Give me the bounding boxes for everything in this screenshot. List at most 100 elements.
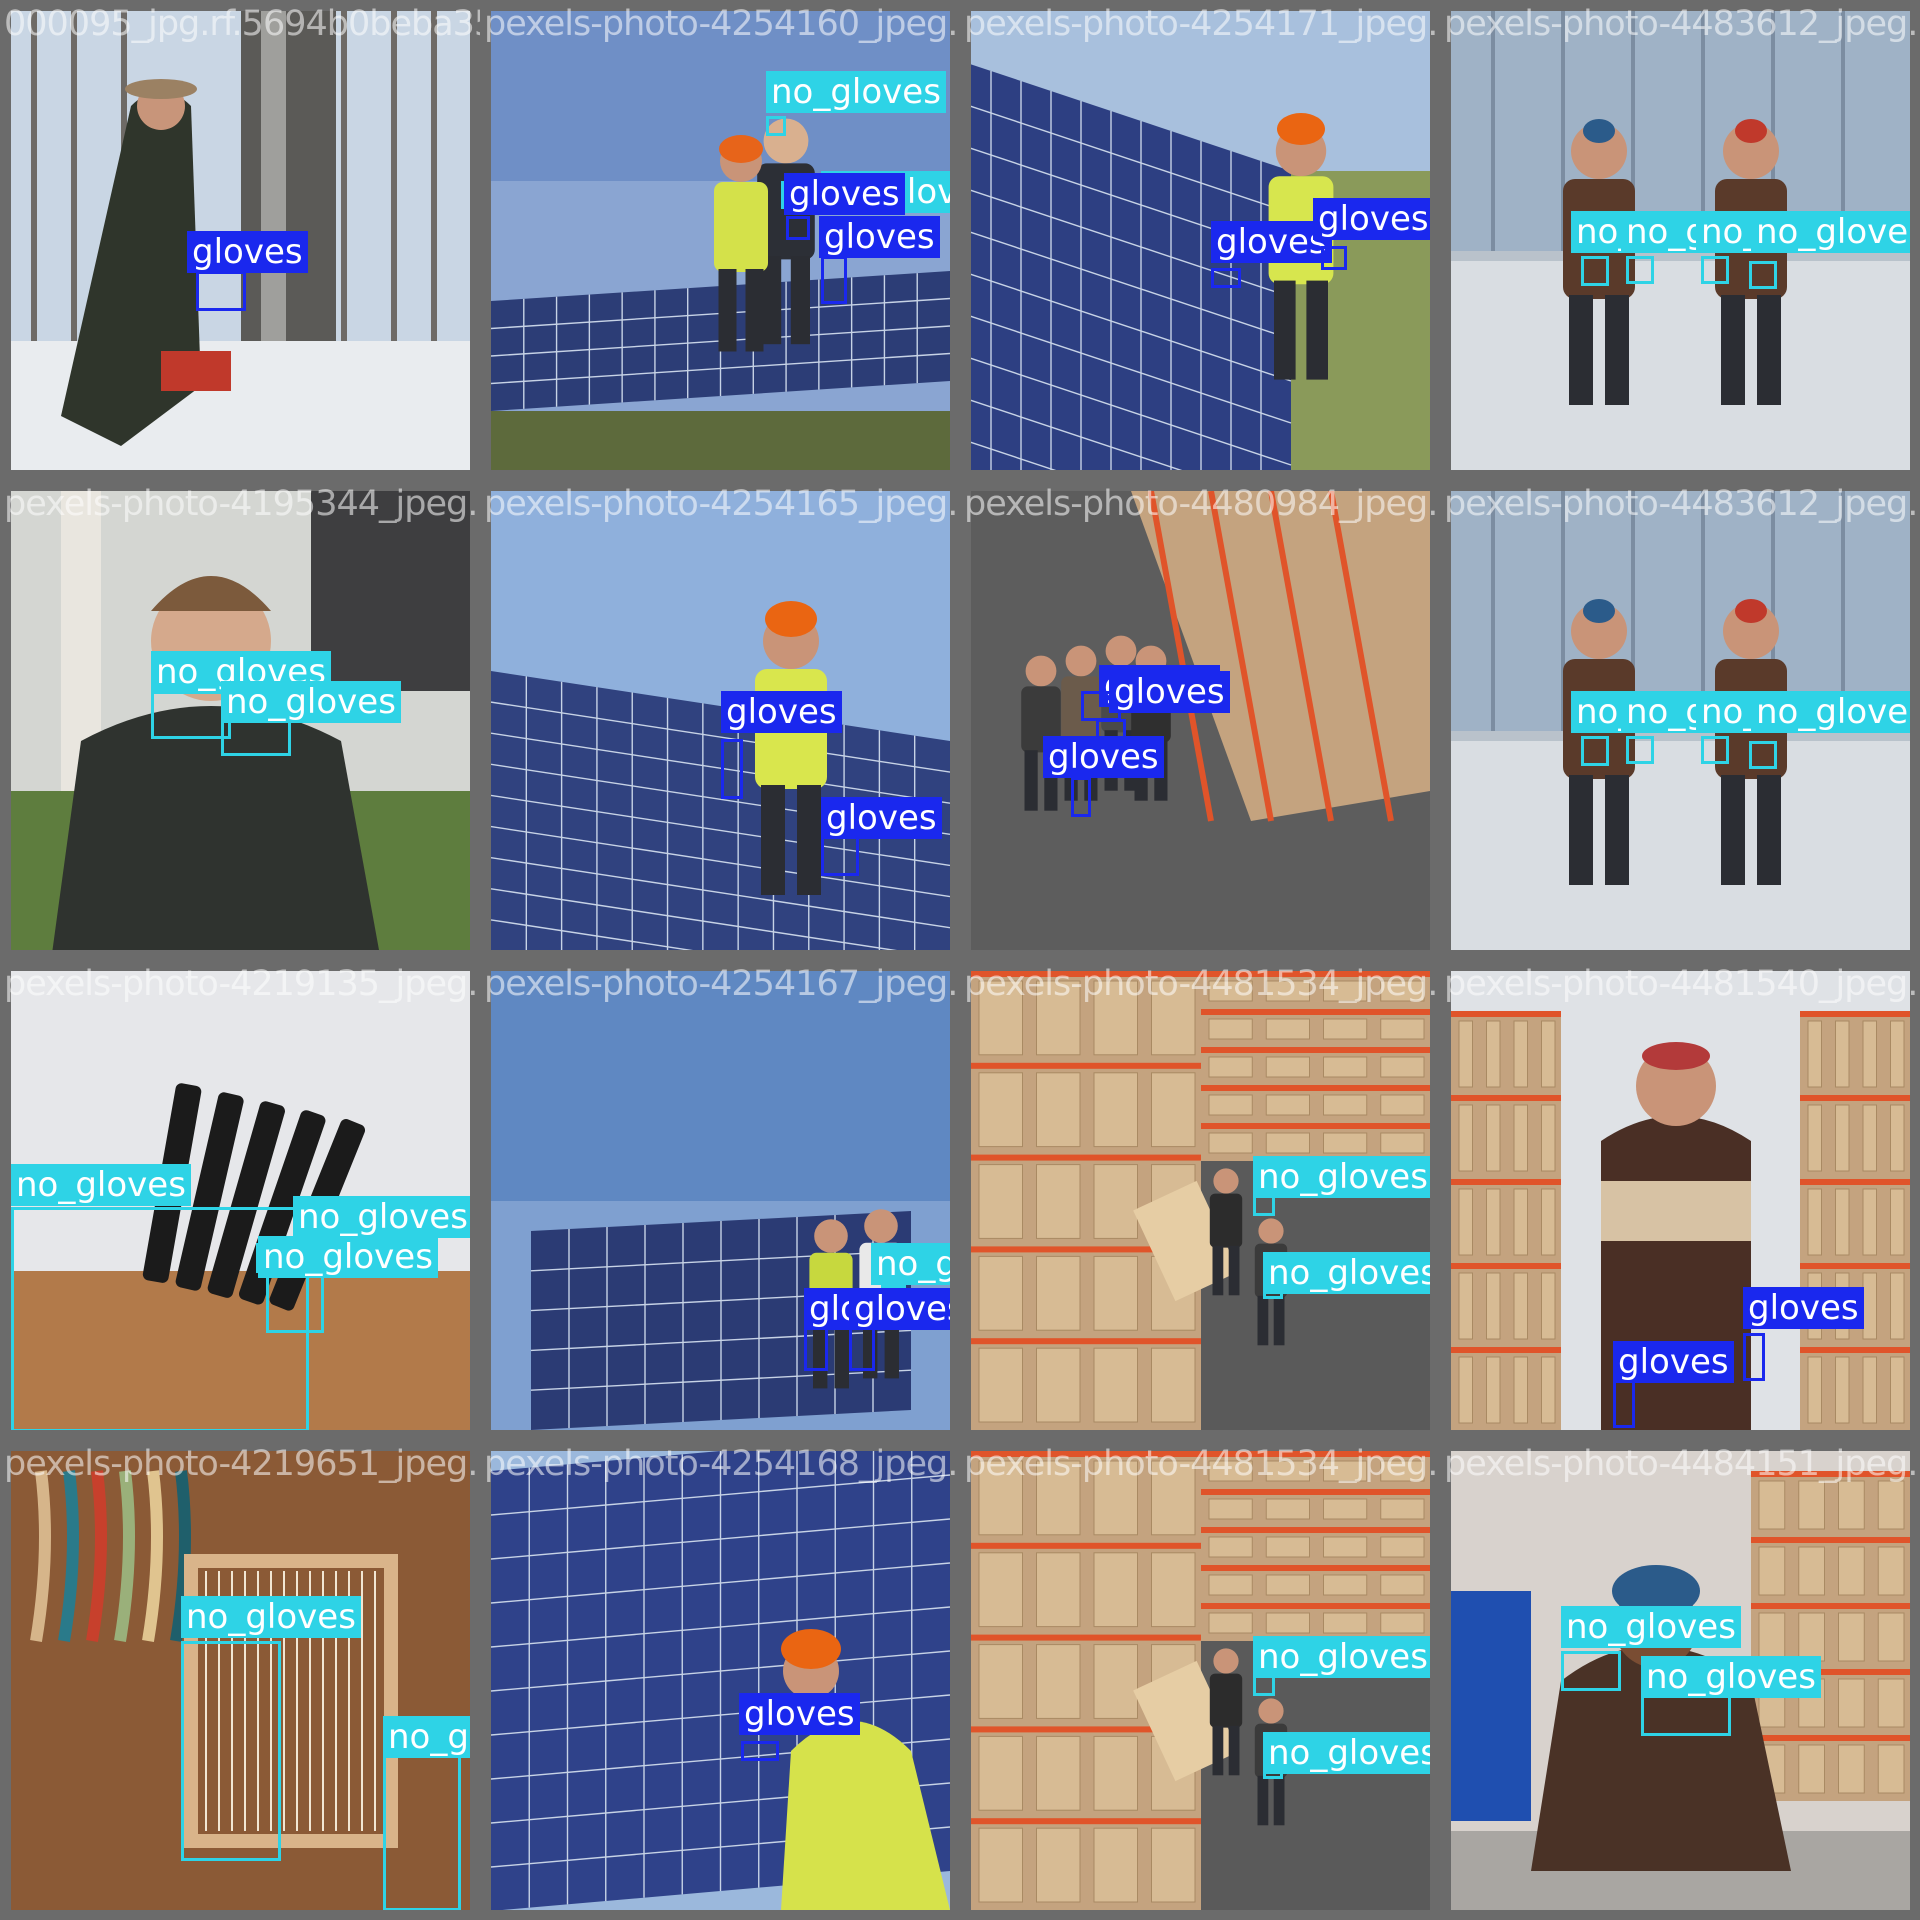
no-gloves-label: no_gloves <box>293 1196 470 1238</box>
gloves-bounding-box <box>849 1326 875 1371</box>
gloves-bounding-box <box>741 1741 779 1761</box>
tile-photo: gloves gloves <box>1451 971 1910 1430</box>
gloves-label: gloves <box>1109 671 1230 713</box>
no-gloves-bounding-box <box>766 116 786 136</box>
gloves-bounding-box <box>821 836 859 876</box>
gloves-label: gloves <box>187 231 308 273</box>
warehouse-standing-image <box>1451 971 1910 1430</box>
gloves-bounding-box <box>786 216 810 240</box>
no-gloves-bounding-box <box>1581 736 1609 766</box>
no-gloves-label: no_gloves <box>11 1164 191 1206</box>
tile-photo: gloves gloves <box>971 11 1430 470</box>
no-gloves-bounding-box <box>1701 256 1729 284</box>
gloves-label: gloves <box>819 216 940 258</box>
no-gloves-bounding-box <box>1561 1651 1621 1691</box>
no-gloves-bounding-box <box>11 1207 309 1430</box>
mosaic-tile: no_glovesglovesglovespexels-photo-425416… <box>480 960 960 1440</box>
forest-worker-image <box>11 11 470 470</box>
no-gloves-bounding-box <box>266 1271 324 1333</box>
mosaic-tile: glovesglovespexels-photo-4481540_jpeg.rf… <box>1440 960 1920 1440</box>
tile-photo: no_gloves no_gloves <box>11 1451 470 1910</box>
warehouse-aerial-group-image <box>971 491 1430 950</box>
mosaic-tile: no_glovesno_glovesno_glovesno_glovespexe… <box>1440 0 1920 480</box>
no-gloves-label: no_gloves <box>871 1243 950 1285</box>
solar-closeup-image <box>491 1451 950 1910</box>
gloves-label: gloves <box>739 1693 860 1735</box>
no-gloves-label: no_gloves <box>1263 1252 1430 1294</box>
mosaic-tile: no_gloves no_gloves pexels-photo-4481534_j… <box>960 1440 1440 1920</box>
no-gloves-label: no_gloves <box>1751 211 1910 253</box>
solar-climber-image <box>491 491 950 950</box>
no-gloves-bounding-box <box>1701 736 1729 764</box>
gloves-bounding-box <box>804 1326 828 1371</box>
no-gloves-label: no_gloves <box>766 71 946 113</box>
gloves-bounding-box <box>196 271 246 311</box>
gloves-label: gloves <box>1043 736 1164 778</box>
no-gloves-label: no_gloves <box>181 1596 361 1638</box>
tile-photo: gloves <box>491 1451 950 1910</box>
gloves-label: gloves <box>1743 1287 1864 1329</box>
tile-photo: gloves gloves <box>491 491 950 950</box>
warehouse-aerial-pallet-image <box>971 971 1430 1430</box>
no-gloves-bounding-box <box>1749 741 1777 769</box>
gloves-label: gloves <box>1211 221 1332 263</box>
mosaic-tile: no_gloves no_gloves no_gloves pexels-photo-… <box>0 960 480 1440</box>
no-gloves-label: no_gloves <box>1561 1606 1741 1648</box>
mosaic-tile: no_gloves no_gloves pexels-photo-4481534_j… <box>960 960 1440 1440</box>
no-gloves-bounding-box <box>383 1746 461 1910</box>
gloves-bounding-box <box>1321 246 1347 270</box>
solar-pair-image <box>491 11 950 470</box>
no-gloves-bounding-box <box>151 691 231 739</box>
no-gloves-label: no_gloves <box>383 1716 470 1758</box>
no-gloves-label: no_gloves <box>1641 1656 1821 1698</box>
no-gloves-label: no_gloves <box>1263 1732 1430 1774</box>
no-gloves-bounding-box <box>1749 261 1777 289</box>
no-gloves-bounding-box <box>1626 256 1654 284</box>
sitting-workers-image <box>1451 11 1910 470</box>
gloves-label: gloves <box>849 1288 950 1330</box>
no-gloves-label: no_gloves <box>1751 691 1910 733</box>
tile-photo: no_gloves no_gloves <box>1451 1451 1910 1910</box>
mosaic-tile: glovesglovesglovespexels-photo-4480984_j… <box>960 480 1440 960</box>
tile-photo: gloves <box>11 11 470 470</box>
gloves-label: gloves <box>1613 1341 1734 1383</box>
mosaic-tile: no_glovesno_glovespexels-photo-4219651_j… <box>0 1440 480 1920</box>
mosaic-tile: glovespexels-photo-4254168_jpeg.rf.f0e7e… <box>480 1440 960 1920</box>
no-gloves-label: no_gloves <box>221 681 401 723</box>
gloves-label: gloves <box>1313 198 1430 240</box>
mosaic-tile: no_gloves no_gloves pexels-photo-4195344_j… <box>0 480 480 960</box>
no-gloves-bounding-box <box>181 1641 281 1861</box>
tile-photo: no_gloves no_gloves <box>971 1451 1430 1910</box>
no-gloves-label: no_gloves <box>1253 1156 1430 1198</box>
no-gloves-bounding-box <box>1626 736 1654 764</box>
solar-single-image <box>971 11 1430 470</box>
loom-image <box>11 1451 470 1910</box>
gloves-bounding-box <box>1071 777 1091 817</box>
gloves-label: gloves <box>721 691 842 733</box>
gloves-bounding-box <box>821 256 847 304</box>
mosaic-tile: gloves000095_jpg.rf.5694b0beba35565bc561… <box>0 0 480 480</box>
solar-pair-far-image <box>491 971 950 1430</box>
mosaic-tile: no_glovesno_glovesglovesglovespexels-pho… <box>480 0 960 480</box>
no-gloves-label: no_gloves <box>1253 1636 1430 1678</box>
gloves-bounding-box <box>721 739 743 799</box>
mosaic-tile: glovesglovespexels-photo-4254165_jpeg.rf… <box>480 480 960 960</box>
mosaic-tile: no_glovesno_glovesno_glovesno_glovespexe… <box>1440 480 1920 960</box>
gloves-label: gloves <box>821 797 942 839</box>
no-gloves-label: no_gloves <box>258 1236 438 1278</box>
gloves-bounding-box <box>1743 1333 1765 1381</box>
gloves-label: gloves <box>784 173 905 215</box>
gloves-bounding-box <box>1211 268 1241 288</box>
warehouse-aerial-pallet-image <box>971 1451 1430 1910</box>
mosaic-tile: glovesglovespexels-photo-4254171_jpeg.rf… <box>960 0 1440 480</box>
no-gloves-bounding-box <box>1581 256 1609 286</box>
tile-photo: no_gloves no_gloves no_gloves <box>11 971 470 1430</box>
mosaic-tile: no_gloves no_gloves pexels-photo-4484151_j… <box>1440 1440 1920 1920</box>
